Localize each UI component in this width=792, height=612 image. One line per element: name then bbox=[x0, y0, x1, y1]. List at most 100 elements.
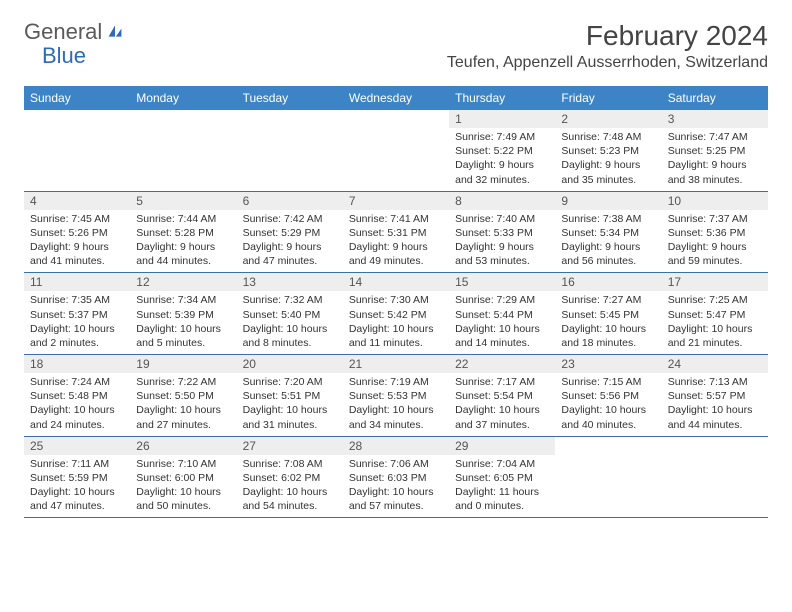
day-number: 20 bbox=[237, 355, 343, 373]
day-cell: 5Sunrise: 7:44 AMSunset: 5:28 PMDaylight… bbox=[130, 192, 236, 273]
day-cell: 16Sunrise: 7:27 AMSunset: 5:45 PMDayligh… bbox=[555, 273, 661, 354]
day-cell: 15Sunrise: 7:29 AMSunset: 5:44 PMDayligh… bbox=[449, 273, 555, 354]
day-info: Sunrise: 7:34 AMSunset: 5:39 PMDaylight:… bbox=[130, 291, 236, 354]
logo-text-general: General bbox=[24, 19, 102, 44]
day-cell: 1Sunrise: 7:49 AMSunset: 5:22 PMDaylight… bbox=[449, 110, 555, 191]
day-header-row: Sunday Monday Tuesday Wednesday Thursday… bbox=[24, 86, 768, 110]
day-cell bbox=[555, 437, 661, 518]
day-cell: 9Sunrise: 7:38 AMSunset: 5:34 PMDaylight… bbox=[555, 192, 661, 273]
day-number: 6 bbox=[237, 192, 343, 210]
day-header-sat: Saturday bbox=[662, 86, 768, 110]
day-number: 9 bbox=[555, 192, 661, 210]
day-cell: 18Sunrise: 7:24 AMSunset: 5:48 PMDayligh… bbox=[24, 355, 130, 436]
calendar: Sunday Monday Tuesday Wednesday Thursday… bbox=[24, 86, 768, 518]
day-number: 15 bbox=[449, 273, 555, 291]
day-info: Sunrise: 7:45 AMSunset: 5:26 PMDaylight:… bbox=[24, 210, 130, 273]
day-info: Sunrise: 7:08 AMSunset: 6:02 PMDaylight:… bbox=[237, 455, 343, 518]
day-number: 21 bbox=[343, 355, 449, 373]
day-cell: 10Sunrise: 7:37 AMSunset: 5:36 PMDayligh… bbox=[662, 192, 768, 273]
day-cell bbox=[662, 437, 768, 518]
day-info: Sunrise: 7:48 AMSunset: 5:23 PMDaylight:… bbox=[555, 128, 661, 191]
day-info: Sunrise: 7:42 AMSunset: 5:29 PMDaylight:… bbox=[237, 210, 343, 273]
day-info: Sunrise: 7:06 AMSunset: 6:03 PMDaylight:… bbox=[343, 455, 449, 518]
sail-icon bbox=[104, 23, 125, 44]
day-info: Sunrise: 7:49 AMSunset: 5:22 PMDaylight:… bbox=[449, 128, 555, 191]
day-cell: 6Sunrise: 7:42 AMSunset: 5:29 PMDaylight… bbox=[237, 192, 343, 273]
day-number: 19 bbox=[130, 355, 236, 373]
day-info: Sunrise: 7:41 AMSunset: 5:31 PMDaylight:… bbox=[343, 210, 449, 273]
day-cell: 11Sunrise: 7:35 AMSunset: 5:37 PMDayligh… bbox=[24, 273, 130, 354]
day-header-fri: Friday bbox=[555, 86, 661, 110]
day-info: Sunrise: 7:04 AMSunset: 6:05 PMDaylight:… bbox=[449, 455, 555, 518]
day-cell: 12Sunrise: 7:34 AMSunset: 5:39 PMDayligh… bbox=[130, 273, 236, 354]
day-info: Sunrise: 7:35 AMSunset: 5:37 PMDaylight:… bbox=[24, 291, 130, 354]
day-info: Sunrise: 7:24 AMSunset: 5:48 PMDaylight:… bbox=[24, 373, 130, 436]
day-number: 2 bbox=[555, 110, 661, 128]
week-row: 11Sunrise: 7:35 AMSunset: 5:37 PMDayligh… bbox=[24, 273, 768, 355]
day-cell: 28Sunrise: 7:06 AMSunset: 6:03 PMDayligh… bbox=[343, 437, 449, 518]
day-info: Sunrise: 7:32 AMSunset: 5:40 PMDaylight:… bbox=[237, 291, 343, 354]
day-info: Sunrise: 7:38 AMSunset: 5:34 PMDaylight:… bbox=[555, 210, 661, 273]
day-cell: 29Sunrise: 7:04 AMSunset: 6:05 PMDayligh… bbox=[449, 437, 555, 518]
day-info: Sunrise: 7:25 AMSunset: 5:47 PMDaylight:… bbox=[662, 291, 768, 354]
day-cell bbox=[24, 110, 130, 191]
day-cell bbox=[130, 110, 236, 191]
day-info: Sunrise: 7:29 AMSunset: 5:44 PMDaylight:… bbox=[449, 291, 555, 354]
day-number: 12 bbox=[130, 273, 236, 291]
day-number: 8 bbox=[449, 192, 555, 210]
day-number: 7 bbox=[343, 192, 449, 210]
month-title: February 2024 bbox=[447, 20, 768, 52]
logo-text-blue: Blue bbox=[42, 43, 86, 68]
day-cell: 21Sunrise: 7:19 AMSunset: 5:53 PMDayligh… bbox=[343, 355, 449, 436]
day-number: 17 bbox=[662, 273, 768, 291]
day-cell: 8Sunrise: 7:40 AMSunset: 5:33 PMDaylight… bbox=[449, 192, 555, 273]
day-cell: 19Sunrise: 7:22 AMSunset: 5:50 PMDayligh… bbox=[130, 355, 236, 436]
day-header-wed: Wednesday bbox=[343, 86, 449, 110]
day-number: 10 bbox=[662, 192, 768, 210]
day-number: 27 bbox=[237, 437, 343, 455]
day-number: 1 bbox=[449, 110, 555, 128]
day-cell: 23Sunrise: 7:15 AMSunset: 5:56 PMDayligh… bbox=[555, 355, 661, 436]
day-cell: 14Sunrise: 7:30 AMSunset: 5:42 PMDayligh… bbox=[343, 273, 449, 354]
day-info: Sunrise: 7:27 AMSunset: 5:45 PMDaylight:… bbox=[555, 291, 661, 354]
day-info: Sunrise: 7:37 AMSunset: 5:36 PMDaylight:… bbox=[662, 210, 768, 273]
day-number: 14 bbox=[343, 273, 449, 291]
day-info: Sunrise: 7:10 AMSunset: 6:00 PMDaylight:… bbox=[130, 455, 236, 518]
day-info: Sunrise: 7:11 AMSunset: 5:59 PMDaylight:… bbox=[24, 455, 130, 518]
day-number: 26 bbox=[130, 437, 236, 455]
day-number: 4 bbox=[24, 192, 130, 210]
week-row: 1Sunrise: 7:49 AMSunset: 5:22 PMDaylight… bbox=[24, 110, 768, 192]
week-row: 25Sunrise: 7:11 AMSunset: 5:59 PMDayligh… bbox=[24, 437, 768, 519]
day-info: Sunrise: 7:40 AMSunset: 5:33 PMDaylight:… bbox=[449, 210, 555, 273]
day-number: 25 bbox=[24, 437, 130, 455]
day-number: 13 bbox=[237, 273, 343, 291]
day-cell: 13Sunrise: 7:32 AMSunset: 5:40 PMDayligh… bbox=[237, 273, 343, 354]
day-number: 16 bbox=[555, 273, 661, 291]
day-header-mon: Monday bbox=[130, 86, 236, 110]
day-cell: 26Sunrise: 7:10 AMSunset: 6:00 PMDayligh… bbox=[130, 437, 236, 518]
title-block: February 2024 Teufen, Appenzell Ausserrh… bbox=[447, 20, 768, 72]
day-number: 3 bbox=[662, 110, 768, 128]
day-info: Sunrise: 7:13 AMSunset: 5:57 PMDaylight:… bbox=[662, 373, 768, 436]
header: GeneralBlue February 2024 Teufen, Appenz… bbox=[24, 20, 768, 72]
day-header-tue: Tuesday bbox=[237, 86, 343, 110]
day-info: Sunrise: 7:19 AMSunset: 5:53 PMDaylight:… bbox=[343, 373, 449, 436]
day-number: 29 bbox=[449, 437, 555, 455]
day-info: Sunrise: 7:20 AMSunset: 5:51 PMDaylight:… bbox=[237, 373, 343, 436]
day-cell bbox=[237, 110, 343, 191]
day-cell: 25Sunrise: 7:11 AMSunset: 5:59 PMDayligh… bbox=[24, 437, 130, 518]
day-number: 24 bbox=[662, 355, 768, 373]
day-cell: 3Sunrise: 7:47 AMSunset: 5:25 PMDaylight… bbox=[662, 110, 768, 191]
day-info: Sunrise: 7:44 AMSunset: 5:28 PMDaylight:… bbox=[130, 210, 236, 273]
day-cell bbox=[343, 110, 449, 191]
day-info: Sunrise: 7:30 AMSunset: 5:42 PMDaylight:… bbox=[343, 291, 449, 354]
day-info: Sunrise: 7:15 AMSunset: 5:56 PMDaylight:… bbox=[555, 373, 661, 436]
day-cell: 20Sunrise: 7:20 AMSunset: 5:51 PMDayligh… bbox=[237, 355, 343, 436]
day-number: 28 bbox=[343, 437, 449, 455]
day-number: 11 bbox=[24, 273, 130, 291]
week-row: 4Sunrise: 7:45 AMSunset: 5:26 PMDaylight… bbox=[24, 192, 768, 274]
day-number: 23 bbox=[555, 355, 661, 373]
week-row: 18Sunrise: 7:24 AMSunset: 5:48 PMDayligh… bbox=[24, 355, 768, 437]
day-info: Sunrise: 7:22 AMSunset: 5:50 PMDaylight:… bbox=[130, 373, 236, 436]
day-info: Sunrise: 7:17 AMSunset: 5:54 PMDaylight:… bbox=[449, 373, 555, 436]
